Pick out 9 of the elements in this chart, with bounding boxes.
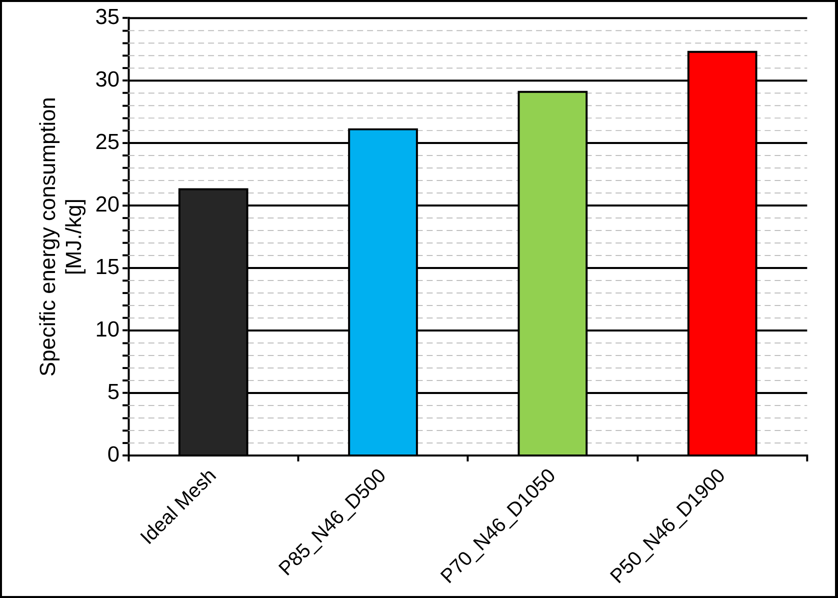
y-tick-label: 5 [107, 379, 120, 404]
y-tick-label: 15 [95, 254, 120, 280]
y-tick-label: 35 [95, 4, 120, 30]
y-tick-label: 20 [95, 192, 120, 217]
y-tick-label: 10 [95, 316, 120, 342]
y-tick-label: 25 [95, 129, 120, 154]
y-tick-label: 30 [95, 66, 120, 92]
y-tick-label: 0 [107, 441, 120, 466]
y-axis-title: Specific energy consumption [MJ./kg] [34, 97, 86, 376]
